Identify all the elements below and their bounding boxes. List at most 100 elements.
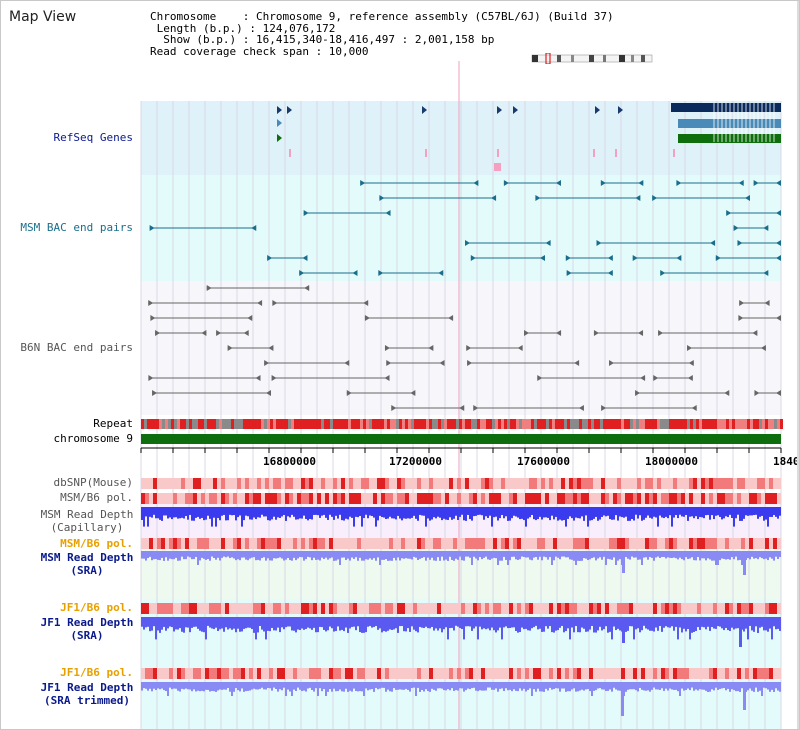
read-depth-bar	[731, 551, 733, 558]
repeat-segment	[498, 419, 501, 429]
heat-cell	[681, 668, 685, 679]
read-depth-bar	[475, 551, 477, 559]
heat-cell	[329, 478, 333, 489]
repeat-segment	[327, 419, 330, 429]
read-depth-bar	[453, 551, 455, 561]
heat-cell	[225, 478, 229, 489]
read-depth-bar	[345, 682, 347, 689]
read-depth-bar	[275, 682, 277, 690]
read-depth-bar	[555, 617, 557, 631]
heat-cell	[177, 538, 181, 549]
heat-cell	[413, 668, 417, 679]
repeat-segment	[279, 419, 282, 429]
chromosome-ideogram[interactable]	[531, 53, 655, 64]
heat-cell	[661, 538, 665, 549]
heat-cell	[609, 603, 613, 614]
read-depth-bar	[437, 507, 439, 517]
read-depth-bar	[549, 682, 551, 688]
read-depth-bar	[753, 682, 755, 692]
read-depth-bar	[281, 617, 283, 628]
read-depth-bar	[255, 682, 257, 690]
heat-cell	[393, 668, 397, 679]
read-depth-bar	[629, 682, 631, 690]
read-depth-bar	[497, 682, 499, 692]
heat-cell	[213, 478, 217, 489]
heat-cell	[253, 493, 257, 504]
bac-end-arrow	[364, 315, 370, 321]
read-depth-bar	[223, 507, 225, 515]
read-depth-bar	[603, 682, 605, 690]
read-depth-bar	[365, 507, 367, 515]
read-depth-bar	[635, 617, 637, 630]
heat-cell	[581, 538, 585, 549]
read-depth-bar	[611, 617, 613, 640]
read-depth-bar	[765, 682, 767, 689]
heat-cell	[493, 668, 497, 679]
heat-cell	[333, 668, 337, 679]
read-depth-bar	[203, 551, 205, 559]
read-depth-bar	[253, 507, 255, 518]
read-depth-bar	[171, 617, 173, 628]
read-depth-bar	[423, 682, 425, 692]
heat-cell	[237, 478, 241, 489]
read-depth-bar	[717, 507, 719, 516]
scrollbar[interactable]	[797, 1, 799, 729]
heat-cell	[441, 603, 445, 614]
read-depth-bar	[237, 682, 239, 691]
bac-end-arrow	[776, 390, 781, 396]
read-depth-bar	[343, 682, 345, 692]
heat-cell	[585, 668, 589, 679]
repeat-segment	[234, 419, 237, 429]
heat-cell	[317, 538, 321, 549]
read-depth-bar	[567, 551, 569, 558]
repeat-segment	[378, 419, 381, 429]
read-depth-bar	[399, 551, 401, 561]
read-depth-bar	[533, 507, 535, 520]
heat-cell	[717, 478, 721, 489]
repeat-segment	[564, 419, 567, 429]
read-depth-bar	[511, 551, 513, 557]
read-depth-bar	[531, 507, 533, 515]
read-depth-bar	[777, 617, 779, 629]
heat-cell	[617, 478, 621, 489]
read-depth-bar	[283, 617, 285, 630]
heat-cell	[621, 478, 625, 489]
read-depth-bar	[391, 617, 393, 630]
heat-cell	[361, 603, 365, 614]
read-depth-bar	[341, 507, 343, 521]
heat-cell	[609, 478, 613, 489]
read-depth-bar	[273, 682, 275, 688]
repeat-segment	[405, 419, 408, 429]
read-depth-bar	[529, 617, 531, 631]
heat-cell	[249, 478, 253, 489]
read-depth-bar	[245, 507, 247, 516]
read-depth-bar	[505, 617, 507, 627]
heat-cell	[345, 538, 349, 549]
heat-cell	[169, 603, 173, 614]
read-depth-bar	[763, 617, 765, 631]
read-depth-bar	[467, 617, 469, 627]
read-depth-bar	[299, 617, 301, 631]
read-depth-bar	[337, 617, 339, 627]
read-depth-bar	[499, 682, 501, 689]
heat-cell	[669, 668, 673, 679]
read-depth-bar	[169, 617, 171, 627]
read-depth-bar	[681, 617, 683, 633]
heat-cell	[281, 478, 285, 489]
read-depth-bar	[405, 507, 407, 519]
read-depth-bar	[307, 682, 309, 689]
read-depth-bar	[183, 507, 185, 519]
repeat-segment	[759, 419, 762, 429]
read-depth-bar	[319, 682, 321, 689]
heat-cell	[525, 538, 529, 549]
repeat-segment	[750, 419, 753, 429]
read-depth-bar	[579, 682, 581, 691]
heat-cell	[733, 493, 737, 504]
heat-cell	[657, 538, 661, 549]
heat-cell	[165, 668, 169, 679]
read-depth-bar	[181, 682, 183, 689]
heat-cell	[689, 493, 693, 504]
heat-cell	[745, 478, 749, 489]
read-depth-bar	[761, 551, 763, 559]
